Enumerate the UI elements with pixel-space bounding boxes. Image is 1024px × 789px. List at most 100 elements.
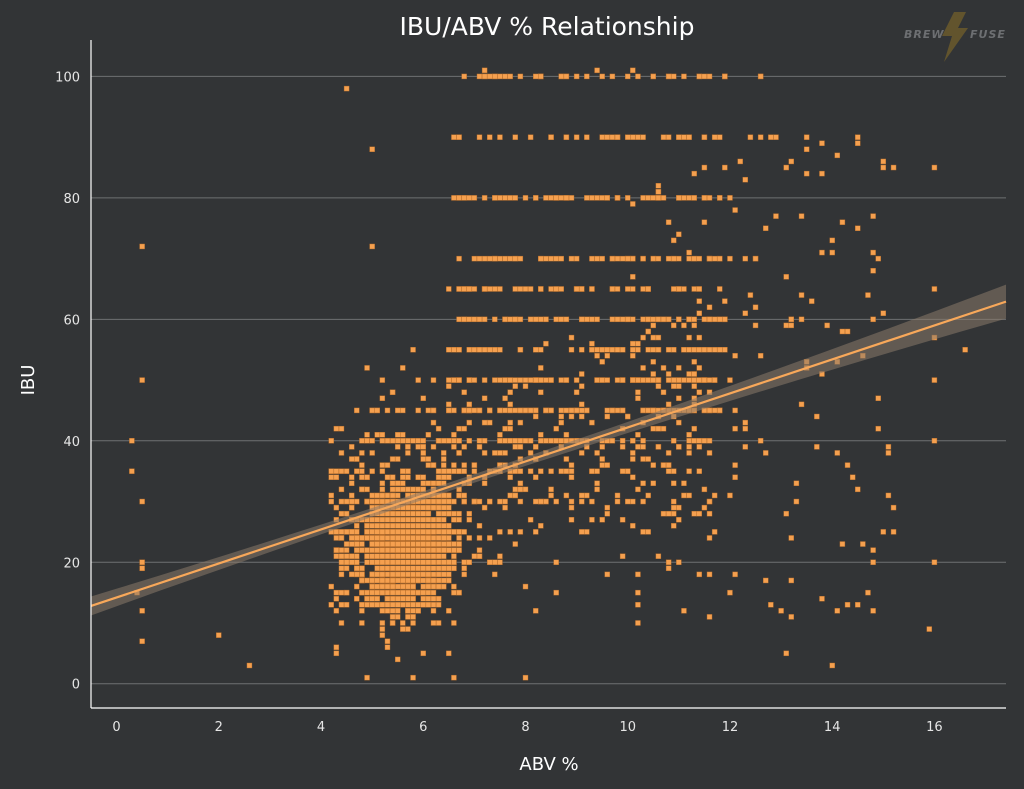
scatter-point	[410, 553, 416, 559]
scatter-point	[471, 195, 478, 201]
scatter-point	[665, 219, 672, 225]
scatter-point	[701, 377, 708, 383]
scatter-point	[630, 255, 636, 262]
scatter-point	[461, 529, 467, 535]
scatter-point	[441, 517, 447, 523]
scatter-point	[671, 504, 677, 511]
scatter-point	[379, 492, 386, 499]
scatter-point	[609, 407, 616, 414]
scatter-point	[614, 492, 621, 499]
scatter-point	[338, 468, 345, 474]
scatter-point	[435, 504, 442, 511]
scatter-point	[374, 523, 380, 529]
scatter-point	[885, 444, 892, 450]
scatter-point	[788, 577, 795, 584]
scatter-point	[686, 334, 692, 341]
scatter-point	[461, 73, 467, 80]
scatter-point	[870, 608, 876, 614]
scatter-point	[471, 347, 478, 353]
scatter-point	[522, 195, 529, 201]
scatter-point	[395, 541, 401, 547]
scatter-point	[594, 353, 600, 359]
scatter-point	[446, 541, 452, 547]
scatter-point	[573, 73, 580, 80]
x-tick-label: 12	[722, 720, 739, 735]
scatter-point	[476, 255, 483, 262]
scatter-point	[696, 510, 702, 517]
scatter-point	[701, 347, 708, 353]
scatter-point	[660, 365, 667, 371]
scatter-point	[471, 255, 478, 262]
scatter-point	[609, 316, 616, 323]
scatter-point	[686, 377, 692, 383]
scatter-point	[461, 286, 467, 292]
scatter-point	[553, 498, 559, 505]
scatter-point	[425, 480, 432, 487]
scatter-point	[384, 547, 391, 553]
scatter-point	[492, 316, 498, 323]
scatter-point	[512, 438, 518, 444]
scatter-point	[129, 468, 135, 474]
scatter-point	[660, 510, 667, 517]
scatter-point	[568, 347, 575, 353]
scatter-point	[553, 559, 559, 565]
scatter-point	[430, 419, 437, 426]
scatter-point	[640, 377, 646, 383]
scatter-point	[415, 565, 421, 572]
scatter-point	[865, 292, 871, 298]
scatter-point	[343, 529, 350, 535]
scatter-point	[548, 377, 554, 383]
scatter-point	[573, 286, 580, 292]
scatter-point	[379, 377, 386, 383]
scatter-point	[400, 559, 406, 565]
scatter-point	[446, 468, 452, 474]
scatter-point	[476, 553, 483, 559]
scatter-point	[609, 134, 616, 140]
scatter-point	[405, 571, 411, 578]
scatter-point	[681, 286, 687, 292]
scatter-point	[456, 529, 462, 535]
scatter-point	[379, 529, 386, 535]
scatter-point	[348, 456, 355, 462]
scatter-point	[538, 286, 544, 292]
scatter-point	[430, 583, 437, 590]
scatter-point	[870, 559, 876, 565]
scatter-point	[655, 183, 662, 189]
scatter-point	[589, 340, 595, 347]
scatter-point	[384, 529, 391, 535]
scatter-point	[844, 462, 851, 468]
scatter-point	[860, 541, 866, 547]
scatter-point	[338, 450, 345, 456]
scatter-point	[374, 565, 380, 572]
scatter-point	[461, 316, 467, 323]
scatter-point	[139, 498, 145, 505]
scatter-point	[476, 347, 483, 353]
y-tick-label: 60	[63, 313, 80, 328]
scatter-point	[415, 535, 421, 541]
scatter-point	[410, 486, 416, 493]
scatter-point	[441, 535, 447, 541]
scatter-point	[507, 316, 513, 323]
scatter-point	[348, 571, 355, 578]
scatter-point	[446, 529, 452, 535]
scatter-point	[430, 462, 437, 468]
scatter-point	[359, 608, 365, 614]
scatter-point	[369, 559, 375, 565]
scatter-point	[829, 249, 835, 256]
scatter-point	[630, 498, 636, 505]
scatter-point	[405, 474, 411, 480]
scatter-point	[410, 608, 416, 614]
scatter-point	[553, 286, 559, 292]
scatter-point	[533, 498, 539, 505]
scatter-point	[875, 395, 881, 401]
scatter-point	[599, 444, 605, 450]
scatter-point	[604, 510, 610, 517]
scatter-point	[395, 438, 401, 444]
scatter-point	[415, 486, 421, 493]
scatter-point	[640, 134, 646, 140]
scatter-point	[441, 504, 447, 511]
scatter-point	[129, 438, 135, 444]
scatter-point	[497, 407, 503, 414]
scatter-point	[389, 547, 396, 553]
